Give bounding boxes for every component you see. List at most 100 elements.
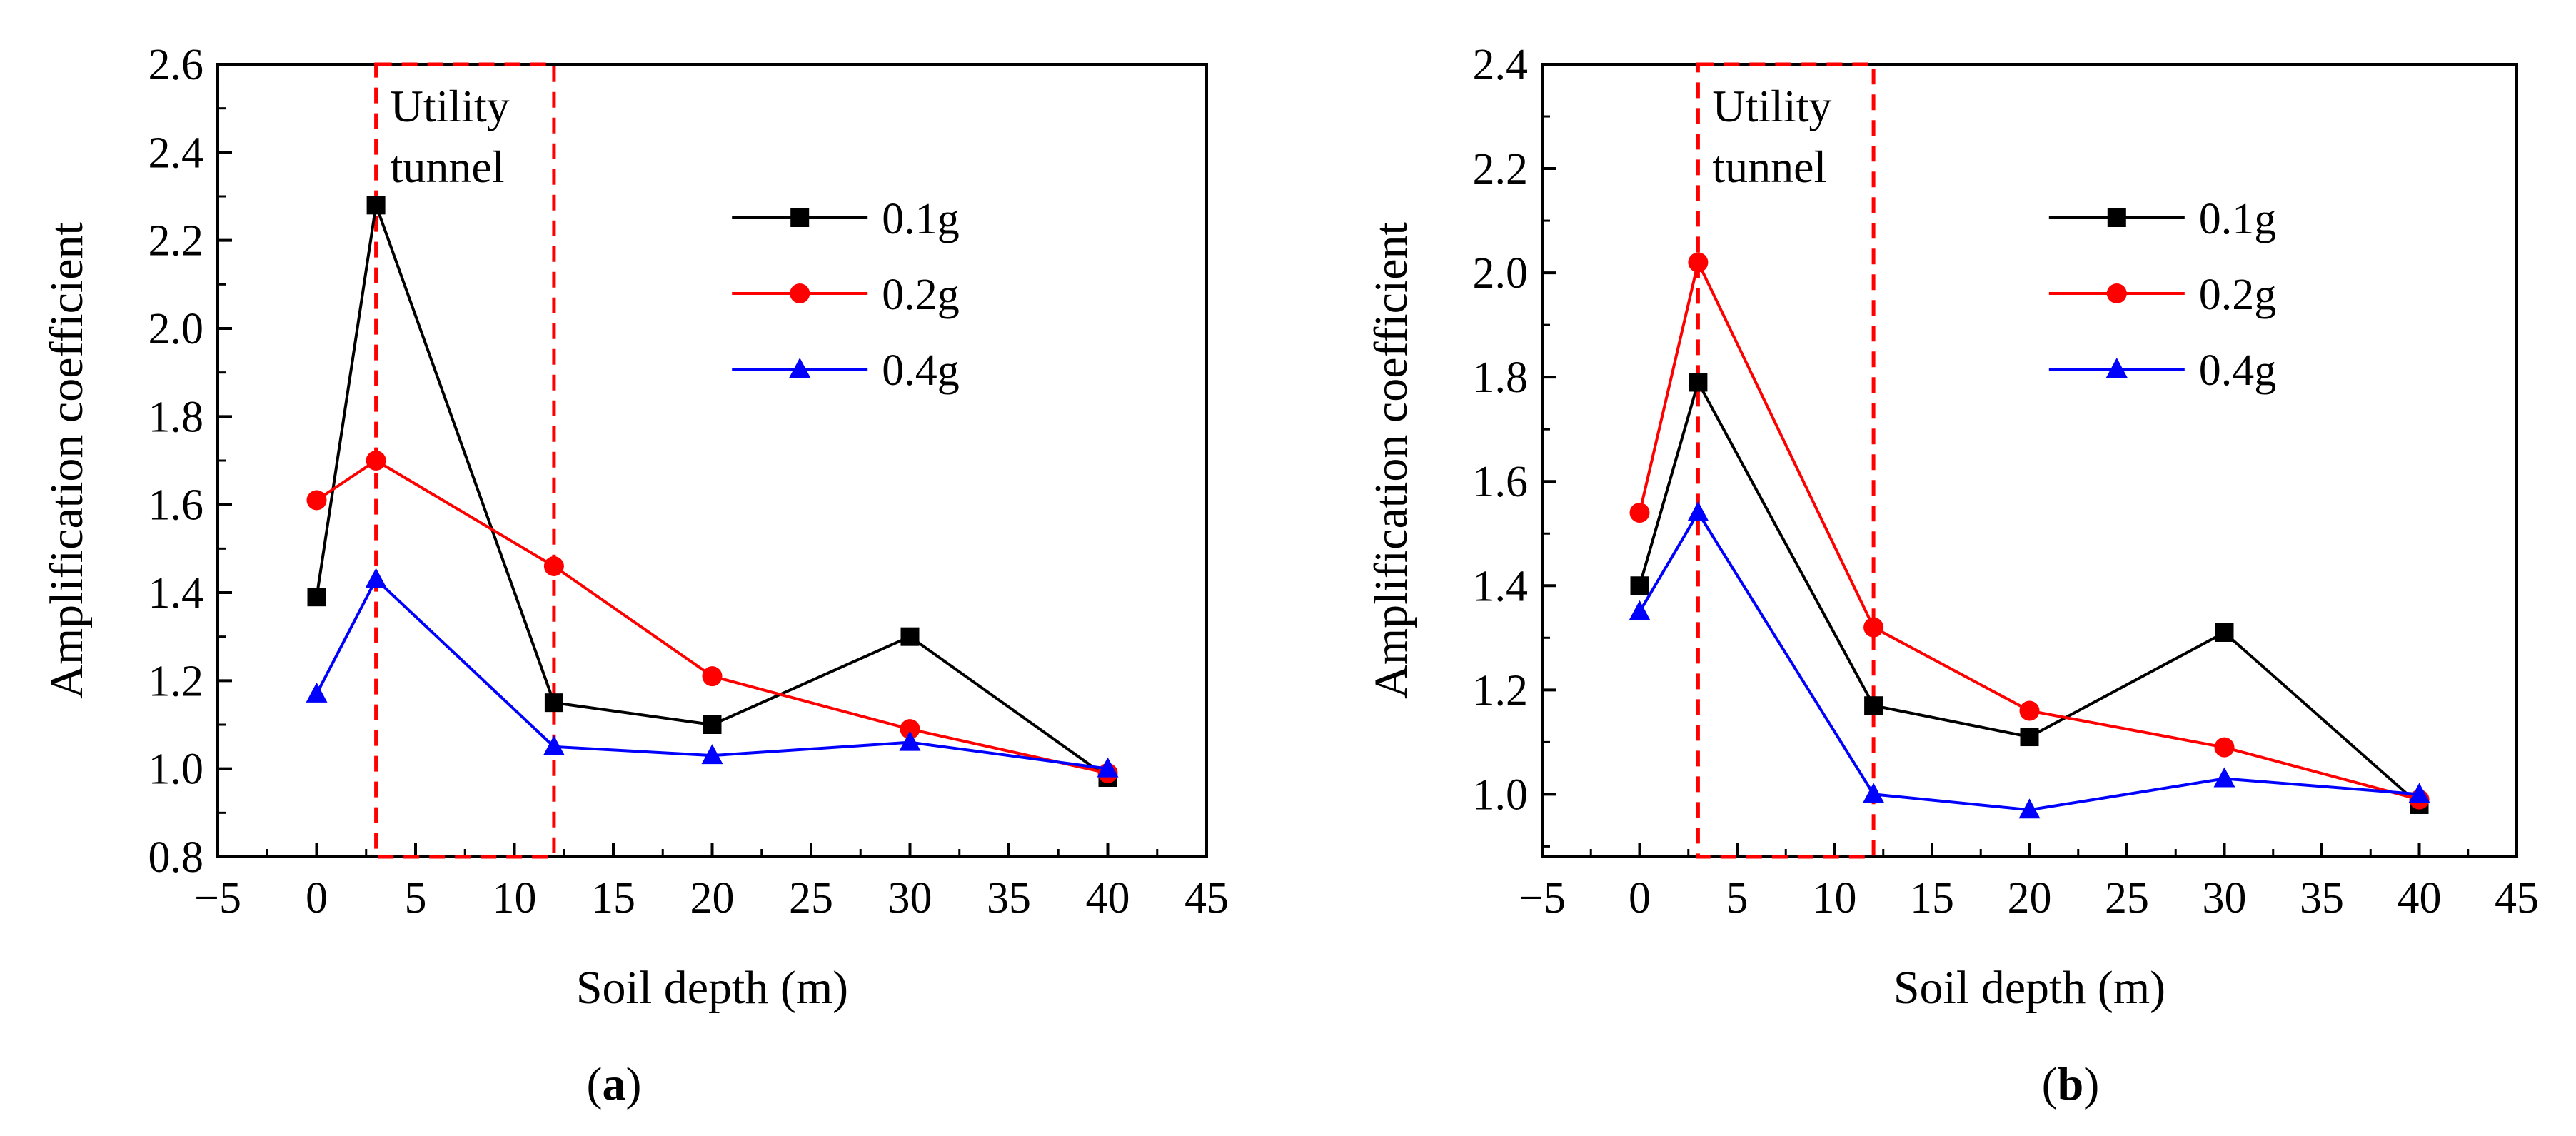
x-tick-label: 40 [2398,874,2442,923]
data-point-circle [543,556,564,576]
y-tick-label: 2.4 [1473,41,1529,89]
series-line [1638,510,2420,812]
series-0.4g [1629,501,2430,819]
x-tick-label: 35 [987,874,1031,923]
data-point-square [1864,696,1883,715]
y-tick-label: 1.8 [1473,353,1529,402]
data-point-square [2215,623,2234,642]
series-line [315,204,1109,779]
y-tick-label: 1.2 [1473,666,1529,715]
series-0.4g [306,568,1119,778]
x-tick-label: 20 [690,874,735,923]
y-tick-label: 1.4 [149,569,204,618]
legend-marker-triangle [2105,358,2128,378]
legend-marker-triangle [789,358,811,378]
data-point-circle [702,666,723,687]
data-point-triangle [2408,783,2430,803]
y-tick-label: 2.0 [1473,249,1529,298]
y-tick-label: 2.2 [149,217,204,266]
y-tick-label: 1.0 [149,745,204,794]
x-tick-label: 10 [1813,874,1857,923]
data-point-triangle [365,568,387,588]
series-line [315,577,1108,770]
data-point-circle [1688,252,1709,273]
data-point-square [1689,373,1708,392]
y-tick-label: 1.6 [1473,458,1529,506]
legend-label: 0.4g [2199,346,2277,395]
data-point-square [2020,728,2039,747]
data-point-triangle [899,730,921,751]
panel-letter: b [2058,1058,2084,1110]
x-tick-label: 45 [1184,874,1229,923]
y-tick-label: 1.2 [149,657,204,705]
panel-caption: (b) [2042,1058,2100,1110]
series-0.2g [1629,252,2430,810]
x-tick-label: 15 [591,874,635,923]
series-line [316,458,1108,775]
x-tick-label: 5 [1726,874,1749,923]
data-point-circle [1863,617,1884,638]
data-point-square [900,627,920,646]
y-tick-label: 2.4 [149,129,204,177]
data-point-triangle [1687,501,1709,522]
chart-panel-b: −5 0 5 10 15 20 25 30 35 40 45 1.0 1.2 1.4 1.6 1.8 2.0 2.… [1365,41,2539,1110]
legend-marker-square [790,208,810,227]
x-tick-label: 30 [2203,874,2247,923]
data-point-triangle [1863,783,1885,803]
legend-label: 0.4g [882,346,960,395]
data-point-circle [306,490,327,511]
data-point-triangle [1629,600,1651,620]
data-point-triangle [2213,767,2235,788]
y-tick-label: 2.2 [1473,145,1529,193]
legend-label: 0.1g [2199,195,2277,243]
x-tick-label: 10 [493,874,537,923]
legend-label: 0.2g [882,271,960,319]
legend-marker-square [2107,208,2126,227]
data-point-triangle [543,735,565,755]
y-tick-label: 2.6 [149,41,204,89]
x-axis-title: Soil depth (m) [1893,962,2165,1014]
utility-tunnel-label: Utility [391,81,510,131]
data-point-triangle [2018,798,2041,819]
x-tick-label: 20 [2008,874,2052,923]
x-tick-label: 25 [789,874,833,923]
data-point-circle [366,451,386,471]
series-line [1638,258,2420,801]
y-tick-label: 1.8 [149,393,204,441]
data-point-square [703,715,722,734]
data-point-square [544,693,563,713]
y-axis-title: Amplification coefficient [41,222,93,699]
legend: 0.1g 0.2g 0.4g [732,195,960,395]
y-tick-label: 0.8 [149,833,204,882]
x-tick-label: 35 [2300,874,2344,923]
legend-label: 0.2g [2199,271,2277,319]
data-point-square [1630,576,1649,595]
utility-tunnel-box [1696,62,1876,859]
y-tick-label: 1.4 [1473,562,1529,610]
data-point-circle [1629,503,1650,523]
data-point-circle [900,719,920,740]
x-tick-label: 30 [888,874,932,923]
data-point-square [366,196,386,215]
x-axis-title: Soil depth (m) [576,962,848,1014]
panel-caption: (a) [587,1058,642,1110]
data-point-circle [2019,700,2040,721]
utility-tunnel-label: tunnel [391,141,505,192]
legend-marker-circle [2106,283,2127,303]
data-point-triangle [1097,757,1119,778]
x-tick-label: 40 [1086,874,1130,923]
y-tick-label: 2.0 [149,305,204,353]
x-tick-label: 0 [306,874,328,923]
x-tick-label: −5 [1519,874,1566,923]
series-line [1638,378,2420,806]
utility-tunnel-label: tunnel [1712,141,1826,192]
x-tick-label: −5 [194,874,241,923]
x-tick-label: 45 [2495,874,2539,923]
data-point-triangle [701,744,723,765]
data-point-square [307,588,326,607]
chart-panel-a: −5 0 5 10 15 20 25 30 35 40 45 0.8 1.0 1.2 1.4 1.6 1.8 2.… [41,41,1229,1110]
x-tick-label: 5 [405,874,427,923]
utility-tunnel-label: Utility [1712,81,1831,131]
panel-letter: a [603,1058,626,1110]
